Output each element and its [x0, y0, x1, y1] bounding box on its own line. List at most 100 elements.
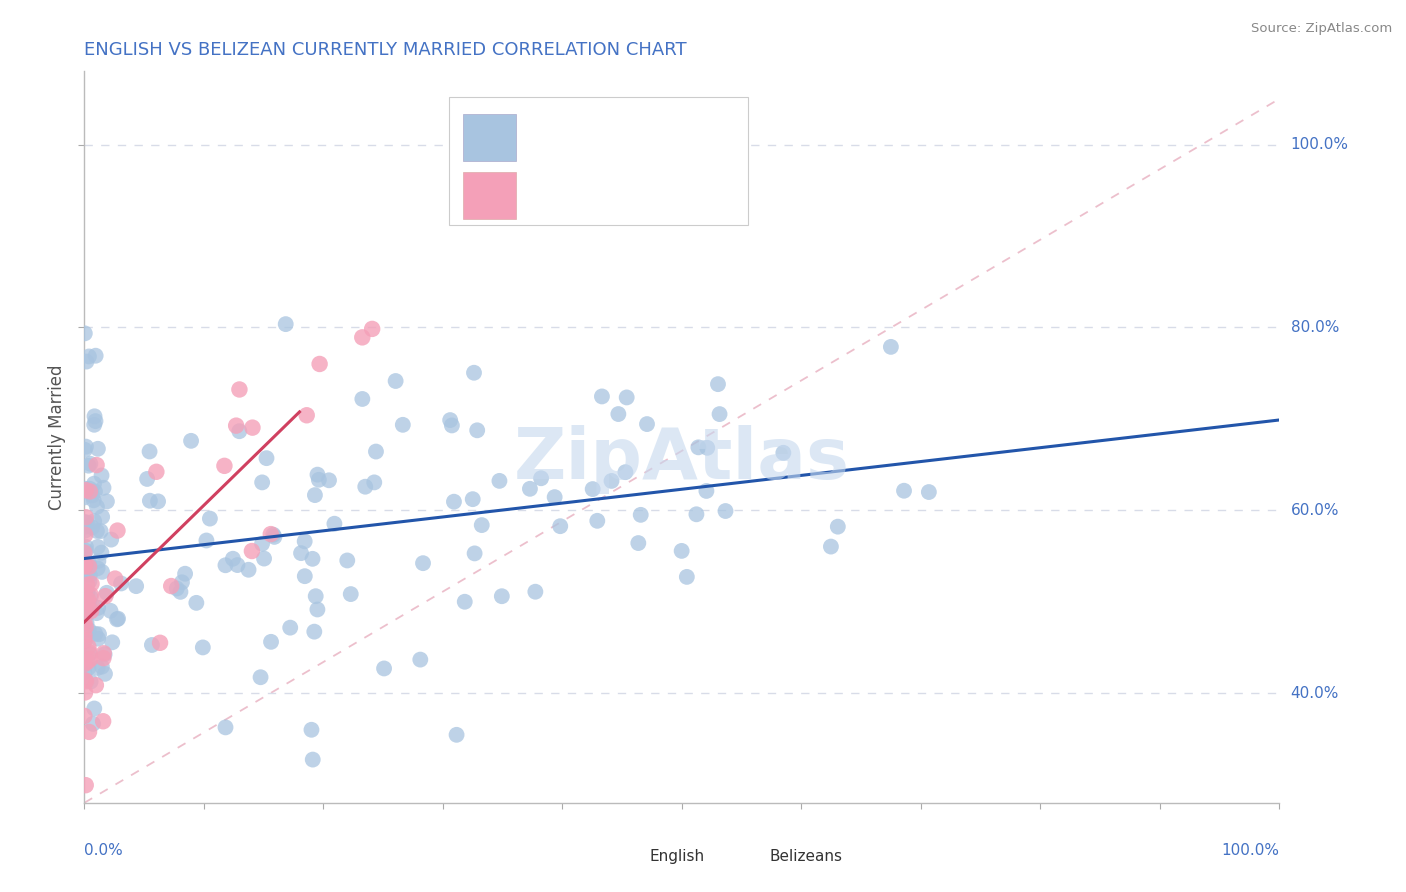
Point [107, 612, 129, 626]
Point [250, 475, 273, 490]
Point [83, 476, 105, 491]
Text: English: English [650, 848, 704, 863]
Point [73, 584, 96, 599]
Point [373, 661, 395, 675]
Point [90, 659, 112, 673]
Point [86, 561, 108, 575]
Point [87, 627, 110, 641]
Point [301, 723, 323, 737]
Text: ZipAtlas: ZipAtlas [515, 425, 849, 493]
Point [73, 599, 96, 613]
Point [83, 417, 105, 432]
Point [82, 488, 104, 502]
Point [170, 575, 193, 590]
Point [73, 628, 96, 642]
Text: Belizeans: Belizeans [769, 848, 842, 863]
Point [709, 407, 731, 421]
Point [91, 714, 114, 729]
Point [384, 374, 406, 388]
Point [75, 557, 97, 571]
Point [180, 434, 202, 448]
Point [73, 482, 96, 496]
Point [630, 508, 652, 522]
Point [86, 524, 108, 538]
Point [86, 500, 108, 514]
Point [676, 570, 699, 584]
Point [274, 317, 297, 331]
Point [465, 423, 488, 437]
Point [76, 567, 98, 582]
Point [290, 546, 312, 560]
Point [145, 465, 167, 479]
Point [91, 565, 114, 579]
Point [439, 413, 461, 427]
Point [75, 483, 97, 497]
Point [440, 418, 463, 433]
Point [301, 753, 323, 767]
Point [548, 519, 571, 533]
Point [363, 475, 385, 490]
Point [409, 652, 432, 666]
Point [339, 587, 361, 601]
Point [73, 550, 96, 565]
Point [263, 530, 285, 544]
Point [253, 551, 276, 566]
Point [105, 612, 128, 626]
Point [90, 546, 112, 560]
Point [86, 606, 108, 620]
Point [461, 492, 484, 507]
Point [352, 392, 374, 406]
Point [94, 666, 117, 681]
Point [73, 546, 96, 560]
Point [73, 633, 96, 648]
Point [73, 601, 96, 615]
Point [84, 349, 107, 363]
Point [191, 640, 214, 655]
Point [84, 678, 107, 692]
Point [79, 647, 101, 661]
Point [214, 558, 236, 573]
Point [519, 482, 541, 496]
Point [301, 551, 323, 566]
Point [195, 533, 218, 548]
Point [586, 514, 609, 528]
Point [160, 579, 183, 593]
Text: 80.0%: 80.0% [1291, 320, 1339, 334]
Point [100, 604, 122, 618]
Point [75, 528, 97, 542]
Point [82, 599, 104, 613]
Point [262, 527, 284, 541]
Point [83, 514, 105, 528]
Point [110, 576, 132, 591]
Point [90, 468, 112, 483]
Point [591, 389, 613, 403]
Point [354, 480, 377, 494]
FancyBboxPatch shape [463, 114, 516, 161]
Point [260, 635, 283, 649]
Point [214, 458, 236, 473]
Point [77, 557, 100, 571]
Point [87, 540, 110, 554]
Point [77, 350, 100, 364]
Point [149, 636, 172, 650]
Point [76, 616, 98, 631]
Point [412, 556, 434, 570]
Point [695, 483, 717, 498]
Point [323, 516, 346, 531]
Point [77, 593, 100, 607]
Point [249, 670, 271, 684]
Point [443, 494, 465, 508]
Point [73, 665, 96, 680]
Point [73, 657, 96, 671]
Point [524, 584, 547, 599]
Text: Source: ZipAtlas.com: Source: ZipAtlas.com [1251, 22, 1392, 36]
Point [87, 554, 110, 568]
Point [100, 533, 122, 547]
Point [308, 357, 330, 371]
Point [707, 377, 730, 392]
Point [75, 674, 97, 689]
Point [96, 586, 118, 600]
Point [73, 673, 96, 688]
Point [364, 444, 387, 458]
Point [76, 561, 98, 575]
